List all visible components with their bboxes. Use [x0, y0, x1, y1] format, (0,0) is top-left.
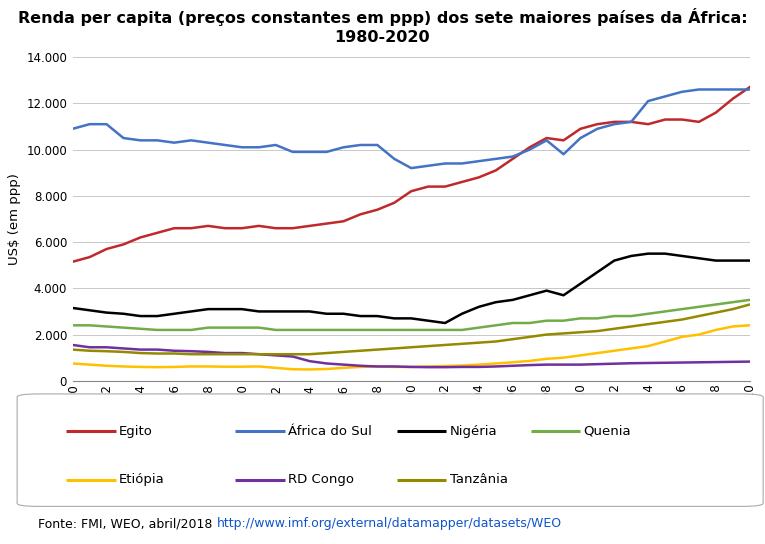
Text: África do Sul: África do Sul	[288, 424, 372, 437]
Y-axis label: US$ (em ppp): US$ (em ppp)	[8, 173, 21, 265]
Text: Nigéria: Nigéria	[450, 424, 497, 437]
Text: Quenia: Quenia	[584, 424, 631, 437]
Text: Fonte: FMI, WEO, abril/2018: Fonte: FMI, WEO, abril/2018	[38, 517, 216, 530]
Text: Renda per capita (preços constantes em ppp) dos sete maiores países da África:
1: Renda per capita (preços constantes em p…	[18, 8, 747, 45]
Text: Tanzânia: Tanzânia	[450, 473, 508, 486]
Text: Etiópia: Etiópia	[119, 473, 165, 486]
Text: RD Congo: RD Congo	[288, 473, 354, 486]
FancyBboxPatch shape	[17, 394, 763, 506]
Text: Egito: Egito	[119, 424, 153, 437]
Text: http://www.imf.org/external/datamapper/datasets/WEO: http://www.imf.org/external/datamapper/d…	[216, 517, 562, 530]
